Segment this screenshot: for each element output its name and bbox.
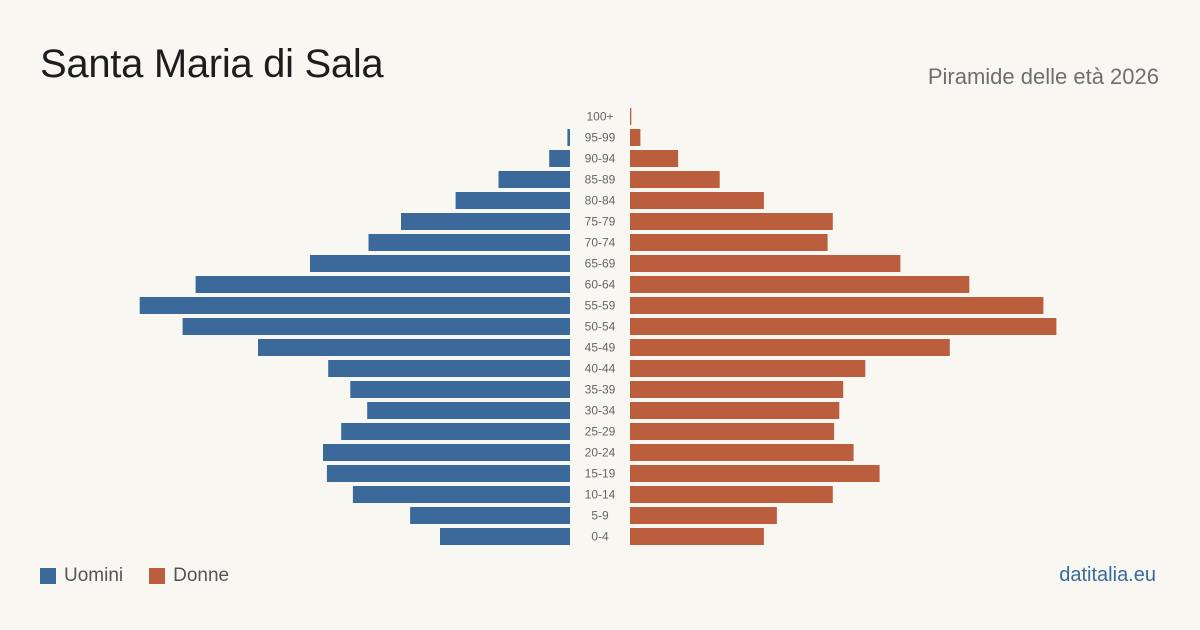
legend-item-women: Donne — [149, 565, 229, 587]
bar-women — [630, 360, 866, 377]
bar-men — [367, 402, 570, 419]
bar-women — [630, 108, 632, 125]
age-label: 15-19 — [585, 467, 616, 481]
bar-men — [182, 318, 570, 335]
bar-women — [630, 486, 833, 503]
chart-subtitle: Piramide delle età 2026 — [927, 64, 1159, 89]
bar-women — [630, 213, 833, 230]
bar-women — [630, 234, 828, 251]
bar-men — [455, 192, 570, 209]
chart-legend: Uomini Donne — [40, 565, 255, 587]
chart-title: Santa Maria di Sala — [40, 42, 384, 86]
age-label: 35-39 — [585, 383, 616, 397]
age-label: 30-34 — [585, 404, 616, 418]
bar-women — [630, 150, 679, 167]
age-label: 70-74 — [585, 236, 616, 250]
bar-men — [549, 150, 570, 167]
bar-men — [258, 339, 570, 356]
age-label: 65-69 — [585, 257, 616, 271]
bar-men — [310, 255, 570, 272]
bar-men — [341, 423, 570, 440]
bar-men — [326, 465, 570, 482]
bar-men — [440, 528, 570, 545]
age-label: 100+ — [586, 110, 613, 124]
bar-women — [630, 129, 641, 146]
bar-men — [410, 507, 570, 524]
legend-swatch-men — [40, 568, 56, 584]
legend-swatch-women — [149, 568, 166, 584]
age-label: 60-64 — [585, 278, 616, 292]
bar-women — [630, 423, 835, 440]
age-label: 45-49 — [585, 341, 616, 355]
age-label: 55-59 — [585, 299, 616, 313]
bar-women — [630, 444, 854, 461]
bar-women — [630, 381, 844, 398]
bar-women — [630, 318, 1057, 335]
bar-women — [630, 339, 950, 356]
age-label: 80-84 — [585, 194, 616, 208]
bar-men — [498, 171, 570, 188]
age-label: 10-14 — [585, 488, 616, 502]
age-label: 40-44 — [585, 362, 616, 376]
bar-men — [328, 360, 570, 377]
bar-men — [350, 381, 570, 398]
age-label: 0-4 — [591, 530, 609, 544]
age-label: 85-89 — [585, 173, 616, 187]
age-label: 95-99 — [585, 131, 616, 145]
bar-men — [368, 234, 570, 251]
age-label: 20-24 — [585, 446, 616, 460]
bar-men — [195, 276, 570, 293]
bar-women — [630, 276, 970, 293]
bar-women — [630, 192, 764, 209]
age-label: 90-94 — [585, 152, 616, 166]
age-label: 75-79 — [585, 215, 616, 229]
bar-women — [630, 528, 764, 545]
bar-women — [630, 255, 901, 272]
bar-men — [401, 213, 570, 230]
bar-men — [567, 129, 570, 146]
age-label: 5-9 — [591, 509, 609, 523]
bar-women — [630, 402, 840, 419]
bar-men — [323, 444, 570, 461]
legend-label-women: Donne — [173, 565, 230, 586]
bar-men — [139, 297, 570, 314]
age-label: 50-54 — [585, 320, 616, 334]
bar-women — [630, 507, 777, 524]
legend-item-men: Uomini — [40, 565, 123, 587]
bar-women — [630, 465, 880, 482]
bar-women — [630, 297, 1044, 314]
legend-label-men: Uomini — [64, 565, 124, 586]
age-label: 25-29 — [585, 425, 616, 439]
bar-women — [630, 171, 720, 188]
brand-link[interactable]: datitalia.eu — [1059, 564, 1156, 586]
bar-men — [352, 486, 570, 503]
